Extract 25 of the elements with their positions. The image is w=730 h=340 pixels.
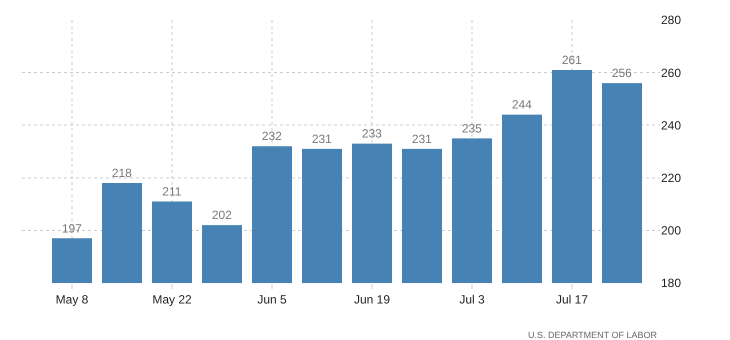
x-tick-label: Jul 3 [459,292,485,306]
data-label: 261 [562,52,582,67]
data-label: 232 [262,129,282,144]
x-tick-label: Jun 5 [257,292,287,306]
y-tick-label: 260 [661,66,682,80]
y-tick-label: 240 [661,118,682,132]
y-tick-label: 280 [661,13,682,28]
y-tick-label: 180 [661,276,682,290]
data-label: 256 [612,66,632,80]
y-tick-label: 200 [661,224,682,238]
text: U.S. DEPARTMENT OF LABOR [528,330,658,340]
data-label: 202 [212,208,232,222]
data-label: 231 [412,132,432,146]
y-tick-label: 220 [661,171,682,185]
x-tick-label: May 22 [152,292,192,306]
x-tick-label: May 8 [56,292,89,306]
data-label: 197 [62,221,82,236]
data-label: 244 [512,98,532,112]
data-label: 231 [312,132,332,146]
x-tick-label: Jun 19 [354,292,390,306]
data-label: 211 [162,184,182,198]
data-label: 235 [462,121,482,136]
data-label: 218 [112,166,132,180]
x-tick-label: Jul 17 [556,292,588,306]
data-label: 233 [362,126,382,141]
